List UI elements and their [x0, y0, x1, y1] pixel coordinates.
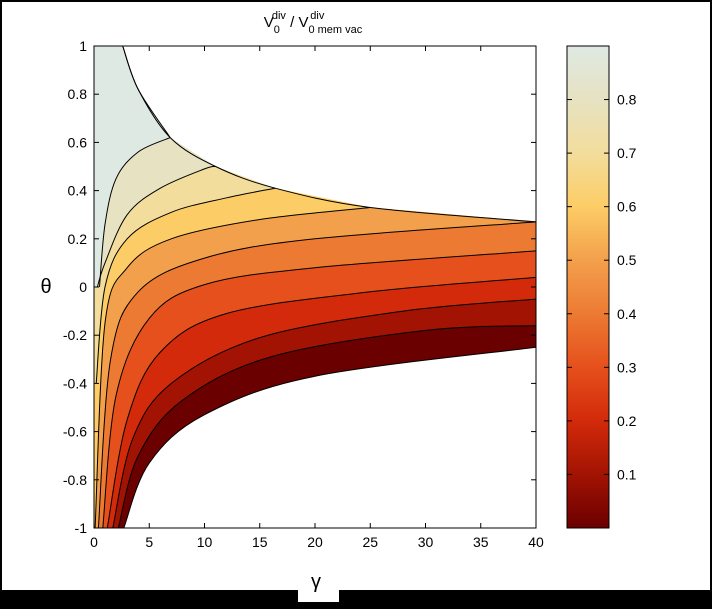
chart-title: V0div / V0 mem vacdiv — [264, 10, 363, 36]
x-tick-label: 5 — [145, 534, 153, 550]
contour-line-0-4 — [97, 221, 537, 529]
title-separator: / — [286, 14, 299, 31]
domain-upper-boundary — [122, 45, 537, 223]
colorbar-tick-label: 0.7 — [617, 145, 637, 161]
y-tick-label: -0.6 — [63, 424, 87, 440]
region-level-0-05 — [94, 325, 536, 528]
colorbar-tick-label: 0.8 — [617, 92, 637, 108]
colorbar-tick-label: 0.4 — [617, 306, 637, 322]
contour-line-0-1 — [112, 298, 537, 529]
x-axis-ticks: 0 5 10 15 20 25 30 35 40 — [90, 46, 544, 550]
colorbar-tick-label: 0.5 — [617, 252, 637, 268]
x-tick-label: 35 — [473, 534, 489, 550]
x-tick-label: 20 — [307, 534, 323, 550]
x-tick-label: 40 — [528, 534, 544, 550]
title-numerator-sub: 0 — [274, 24, 280, 36]
y-tick-label: 0.6 — [68, 134, 88, 150]
y-tick-label: 0.8 — [68, 86, 88, 102]
plot-area — [93, 45, 537, 529]
title-numerator-sup: div — [272, 10, 287, 22]
y-tick-label: 0.2 — [68, 231, 88, 247]
colorbar-tick-label: 0.6 — [617, 199, 637, 215]
y-tick-label: -1 — [75, 520, 88, 536]
colorbar: 0.8 0.7 0.6 0.5 0.4 0.3 0.2 0.1 — [566, 45, 637, 529]
contour-line-0-3 — [102, 250, 537, 529]
y-tick-label: 1 — [79, 38, 87, 54]
contour-line-0 — [123, 346, 537, 529]
title-denominator-sub: 0 mem vac — [308, 24, 362, 36]
contour-line-0-8 — [99, 137, 171, 288]
x-axis-label: γ — [311, 571, 321, 593]
x-tick-label: 0 — [90, 534, 98, 550]
x-tick-label: 30 — [418, 534, 434, 550]
contour-line-0-05 — [117, 325, 537, 529]
y-tick-label: 0 — [79, 279, 87, 295]
y-tick-label: -0.8 — [63, 472, 87, 488]
colorbar-tick-label: 0.2 — [617, 413, 637, 429]
contour-line-0-6 — [95, 187, 276, 384]
bottom-notch — [298, 588, 339, 602]
contour-line-0-5 — [94, 207, 371, 529]
title-denominator-sup: div — [310, 10, 325, 22]
colorbar-gradient — [566, 45, 610, 529]
y-tick-label: -0.4 — [63, 375, 87, 391]
colorbar-tick-label: 0.1 — [617, 466, 637, 482]
contour-line-0-2 — [106, 276, 537, 529]
title-numerator: V — [264, 14, 274, 31]
contour-line-0-7 — [96, 165, 216, 288]
y-tick-label: -0.2 — [63, 327, 87, 343]
x-tick-label: 10 — [197, 534, 213, 550]
x-tick-label: 15 — [252, 534, 268, 550]
y-tick-label: 0.4 — [68, 183, 88, 199]
x-tick-label: 25 — [362, 534, 378, 550]
y-axis-ticks: 1 0.8 0.6 0.4 0.2 0 -0.2 -0.4 -0.6 -0.8 -1 — [63, 38, 536, 536]
title-denominator: V — [298, 14, 308, 31]
y-axis-label: θ — [40, 276, 51, 298]
colorbar-tick-label: 0.3 — [617, 359, 637, 375]
